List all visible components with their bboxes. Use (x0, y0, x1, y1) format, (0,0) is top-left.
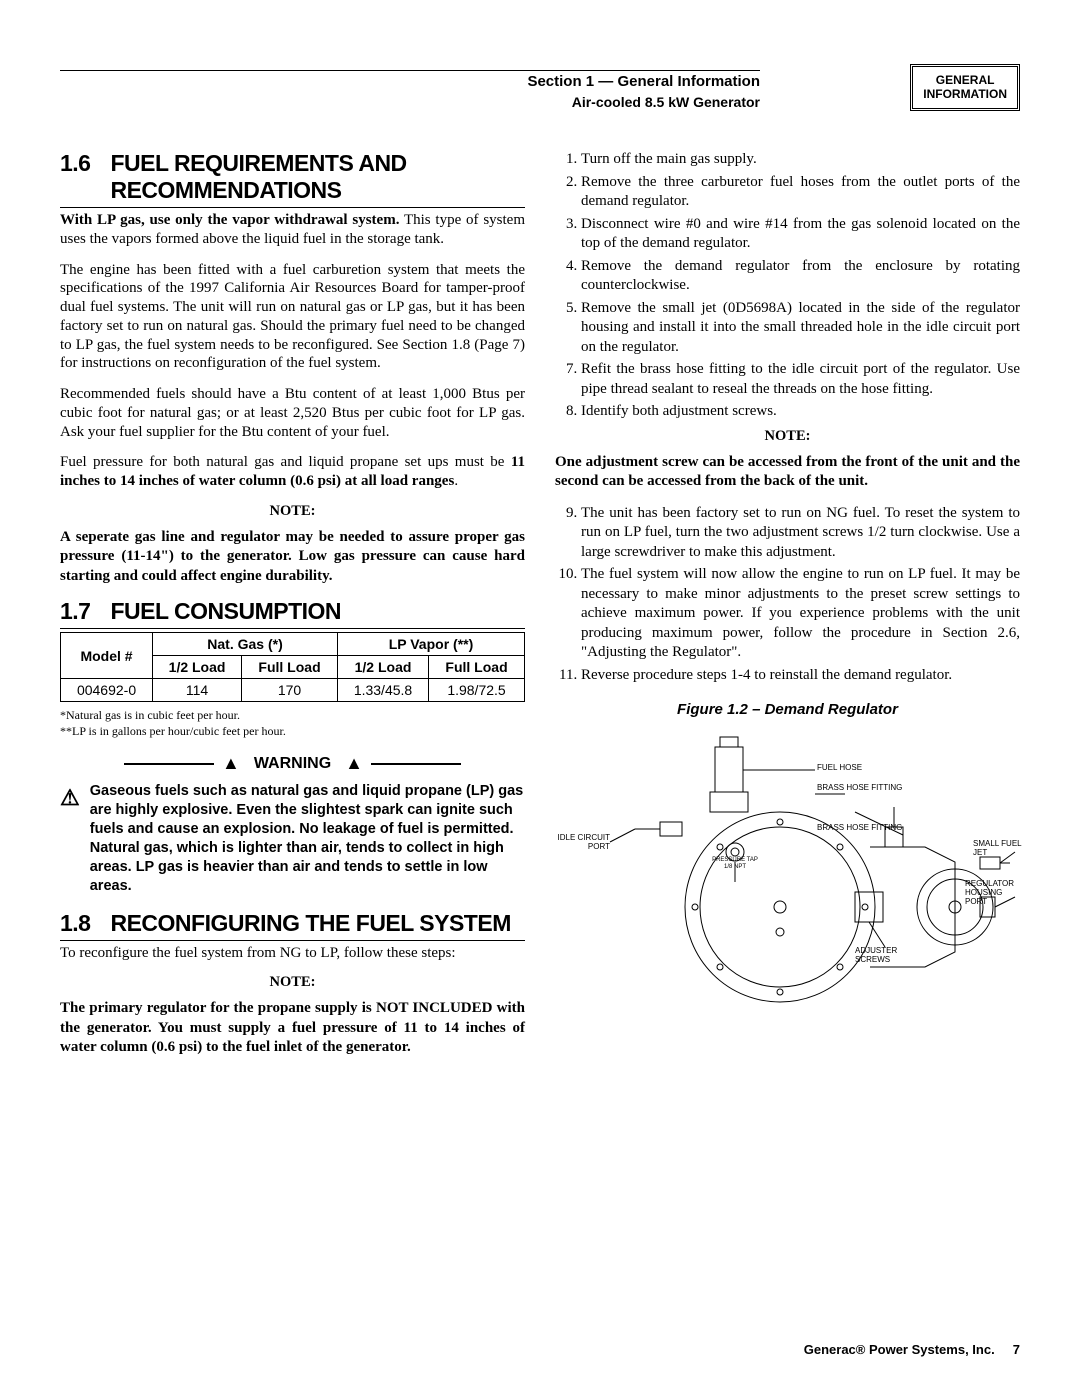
note-1-6: A seperate gas line and regulator may be… (60, 528, 525, 587)
heading-1-8: 1.8 RECONFIGURING THE FUEL SYSTEM (60, 910, 525, 941)
p4c: . (454, 473, 458, 489)
step-item: Turn off the main gas supply. (581, 150, 1020, 170)
section-num: 1.6 (60, 150, 90, 204)
note-label-18: NOTE: (60, 974, 525, 991)
warning-text: Gaseous fuels such as natural gas and li… (90, 782, 525, 895)
page-footer: Generac® Power Systems, Inc. 7 (804, 1342, 1020, 1357)
footer-page: 7 (1013, 1342, 1020, 1357)
th-ng: Nat. Gas (*) (153, 633, 338, 656)
demand-regulator-diagram: FUEL HOSE BRASS HOSE FITTING BRASS HOSE … (555, 732, 1020, 1032)
warn-line-right (371, 763, 461, 765)
p-1-6-4: Fuel pressure for both natural gas and l… (60, 453, 525, 491)
p-1-6-2: The engine has been fitted with a fuel c… (60, 261, 525, 374)
info-box-line2: INFORMATION (923, 87, 1007, 101)
fuel-consumption-table: Model # Nat. Gas (*) LP Vapor (**) 1/2 L… (60, 632, 525, 702)
warn-line-left (124, 763, 214, 765)
lbl-idle-circuit: IDLE CIRCUIT PORT (555, 834, 610, 852)
bold-intro: With LP gas, use only the vapor withdraw… (60, 212, 399, 228)
step-item: Reverse procedure steps 1-4 to reinstall… (581, 666, 1020, 686)
step-item: Disconnect wire #0 and wire #14 from the… (581, 215, 1020, 254)
product-subtitle: Air-cooled 8.5 kW Generator (60, 94, 760, 110)
th-half: 1/2 Load (153, 656, 242, 679)
warning-icon: ▲ (222, 753, 240, 774)
th-lp: LP Vapor (**) (337, 633, 524, 656)
lbl-brass-fitting: BRASS HOSE FITTING (817, 784, 902, 793)
steps-list-b: The unit has been factory set to run on … (555, 504, 1020, 686)
section-label: Section 1 — General Information (60, 73, 760, 90)
info-box: GENERAL INFORMATION (910, 64, 1020, 111)
note-1-8b: One adjustment screw can be accessed fro… (555, 453, 1020, 492)
step-item: Remove the demand regulator from the enc… (581, 257, 1020, 296)
section-title: FUEL REQUIREMENTS AND RECOMMENDATIONS (110, 150, 525, 204)
th-model: Model # (61, 633, 153, 679)
td-ng-half: 114 (153, 679, 242, 702)
step-item: Refit the brass hose fitting to the idle… (581, 360, 1020, 399)
heading-1-7: 1.7 FUEL CONSUMPTION (60, 598, 525, 629)
step-item: The fuel system will now allow the engin… (581, 565, 1020, 663)
footer-company: Generac® Power Systems, Inc. (804, 1342, 995, 1357)
table-row: 004692-0 114 170 1.33/45.8 1.98/72.5 (61, 679, 525, 702)
td-model: 004692-0 (61, 679, 153, 702)
lbl-brass-fitting2: BRASS HOSE FITTING (817, 824, 902, 833)
th-full: Full Load (242, 656, 338, 679)
lbl-adjuster: ADJUSTER SCREWS (855, 947, 915, 965)
td-lp-half: 1.33/45.8 (337, 679, 428, 702)
right-column: Turn off the main gas supply. Remove the … (555, 150, 1020, 1070)
flame-icon: ⚠ (60, 784, 80, 895)
lbl-housing-port: REGULATOR HOUSING PORT (965, 880, 1025, 906)
p4a: Fuel pressure for both natural gas and l… (60, 454, 511, 470)
p-1-6-1: With LP gas, use only the vapor withdraw… (60, 211, 525, 249)
th-full2: Full Load (429, 656, 525, 679)
info-box-line1: GENERAL (923, 73, 1007, 87)
step-item: Remove the small jet (0D5698A) located i… (581, 299, 1020, 358)
section-num-17: 1.7 (60, 598, 90, 625)
lbl-fuel-hose: FUEL HOSE (817, 764, 862, 773)
figure-caption: Figure 1.2 – Demand Regulator (555, 701, 1020, 718)
note-label: NOTE: (60, 503, 525, 520)
step-item: The unit has been factory set to run on … (581, 504, 1020, 563)
note-label-18b: NOTE: (555, 428, 1020, 445)
lbl-pressure-tap: PRESSURE TAP 1/8 NPT (710, 857, 760, 870)
warning-banner: ▲ WARNING ▲ (60, 753, 525, 774)
tn1: *Natural gas is in cubic feet per hour. (60, 708, 525, 724)
heading-1-6: 1.6 FUEL REQUIREMENTS AND RECOMMENDATION… (60, 150, 525, 208)
th-half2: 1/2 Load (337, 656, 428, 679)
td-ng-full: 170 (242, 679, 338, 702)
warning-label: WARNING (254, 755, 331, 772)
p-1-8-intro: To reconfigure the fuel system from NG t… (60, 944, 525, 963)
page-header: Section 1 — General Information Air-cool… (60, 70, 1020, 110)
section-title-17: FUEL CONSUMPTION (110, 598, 341, 625)
note-1-8: The primary regulator for the propane su… (60, 999, 525, 1058)
section-title-18: RECONFIGURING THE FUEL SYSTEM (110, 910, 510, 937)
steps-list-a: Turn off the main gas supply. Remove the … (555, 150, 1020, 422)
p-1-6-3: Recommended fuels should have a Btu cont… (60, 385, 525, 441)
left-column: 1.6 FUEL REQUIREMENTS AND RECOMMENDATION… (60, 150, 525, 1070)
table-row: Model # Nat. Gas (*) LP Vapor (**) (61, 633, 525, 656)
step-item: Remove the three carburetor fuel hoses f… (581, 173, 1020, 212)
warning-body: ⚠ Gaseous fuels such as natural gas and … (60, 782, 525, 895)
tn2: **LP is in gallons per hour/cubic feet p… (60, 724, 525, 740)
warning-icon: ▲ (345, 753, 363, 774)
table-notes: *Natural gas is in cubic feet per hour. … (60, 708, 525, 739)
step-item: Identify both adjustment screws. (581, 402, 1020, 422)
header-rule (60, 70, 760, 71)
lbl-small-jet: SMALL FUEL JET (973, 840, 1023, 858)
section-num-18: 1.8 (60, 910, 90, 937)
content-columns: 1.6 FUEL REQUIREMENTS AND RECOMMENDATION… (60, 150, 1020, 1070)
td-lp-full: 1.98/72.5 (429, 679, 525, 702)
